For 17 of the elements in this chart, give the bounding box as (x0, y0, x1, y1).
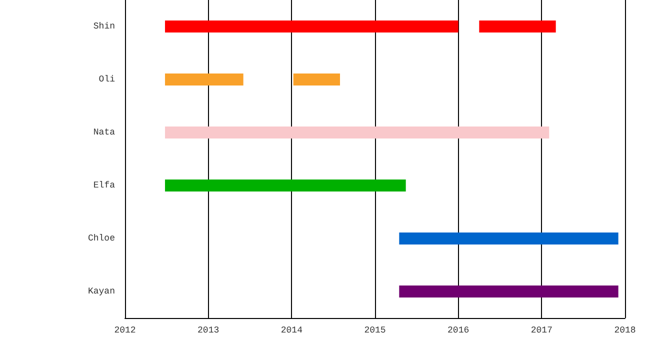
x-tick-label: 2018 (614, 326, 636, 336)
bar (165, 126, 550, 138)
y-tick-label: Chloe (88, 234, 115, 244)
bar (399, 232, 618, 244)
bar (399, 286, 618, 298)
x-tick-label: 2016 (448, 326, 470, 336)
bar (165, 180, 406, 192)
y-tick-label: Oli (98, 74, 115, 84)
y-tick-label: Shin (93, 22, 115, 32)
y-tick-label: Nata (93, 128, 116, 138)
x-tick-label: 2015 (364, 326, 386, 336)
x-tick-label: 2012 (114, 326, 136, 336)
y-tick-label: Kayan (88, 286, 115, 296)
x-tick-label: 2017 (530, 326, 552, 336)
y-tick-label: Elfa (93, 180, 116, 190)
x-tick-label: 2013 (198, 326, 220, 336)
x-tick-label: 2014 (280, 326, 302, 336)
